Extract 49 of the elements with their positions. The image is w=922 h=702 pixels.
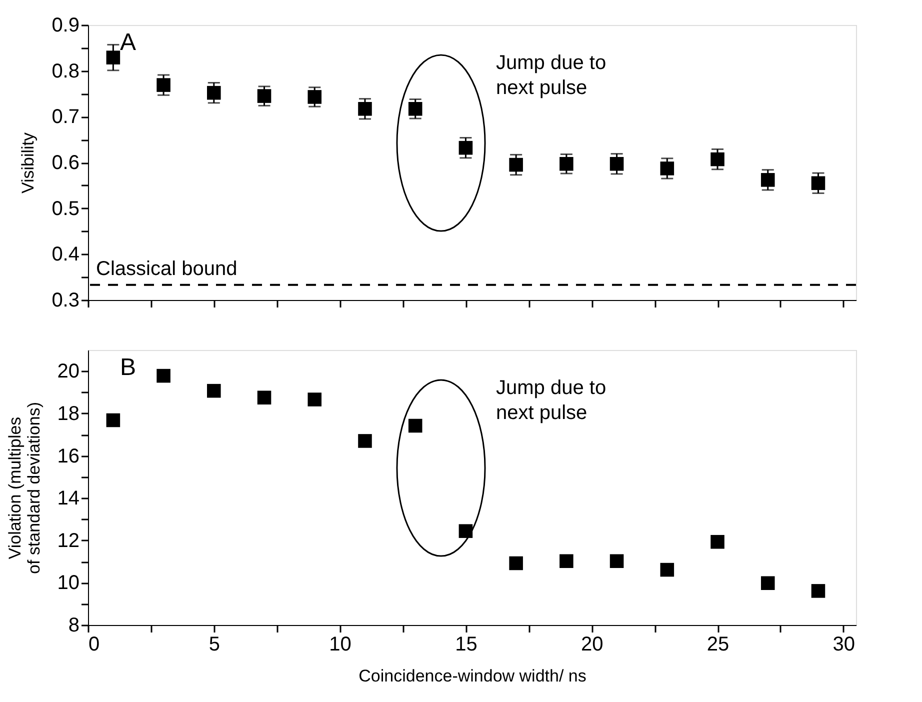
y-axis-title: Visibility: [18, 132, 38, 194]
point: [207, 384, 221, 398]
point: [106, 413, 120, 428]
point: [308, 392, 322, 406]
point: [156, 368, 170, 383]
y-tick-label: 0.7: [52, 106, 80, 128]
point: [560, 156, 574, 171]
point: [710, 534, 724, 549]
y-tick-label: 14: [57, 488, 80, 510]
x-tick-label: 10: [329, 634, 352, 656]
y-tick-label: 18: [57, 402, 80, 425]
point: [257, 390, 272, 404]
y-tick-label: 0.9: [52, 14, 80, 36]
y-axis-title: Violation (multiples of standard deviations): [5, 402, 44, 574]
point: [408, 418, 422, 433]
point: [560, 554, 574, 568]
y-tick-label: 16: [57, 445, 80, 468]
y-tick-label: 0.6: [52, 152, 80, 174]
annotation: Jump due to next pulse: [496, 377, 606, 424]
point: [660, 562, 674, 577]
ref-line-label: Classical bound: [96, 258, 238, 280]
y-tick-label: 0.4: [52, 244, 80, 266]
x-tick-label: 0: [88, 634, 100, 656]
y-tick-label: 10: [57, 572, 80, 594]
x-axis-title: Coincidence-window width/ ns: [358, 666, 586, 686]
point: [760, 576, 775, 590]
point: [509, 556, 523, 570]
y-tick-label: 0.5: [52, 198, 80, 220]
point: [760, 173, 775, 187]
point: [458, 524, 473, 538]
y-tick-label: 12: [57, 530, 80, 552]
y-tick-label: 8: [68, 614, 80, 636]
annotation: Jump due to next pulse: [496, 52, 606, 99]
annotation: B: [120, 354, 136, 381]
y-tick-label: 0.3: [52, 290, 80, 312]
point: [156, 78, 170, 92]
annotation: A: [120, 29, 136, 56]
point: [358, 102, 372, 116]
y-tick-label: 0.8: [52, 60, 80, 82]
x-tick-label: 20: [580, 634, 604, 656]
x-tick-label: 30: [832, 634, 856, 656]
y-tick-label: 20: [57, 360, 80, 383]
x-tick-label: 15: [455, 634, 478, 656]
point: [811, 584, 826, 598]
x-tick-label: 25: [706, 634, 730, 656]
point: [358, 434, 372, 448]
x-tick-label: 5: [208, 634, 220, 656]
point: [308, 90, 322, 104]
point: [610, 554, 624, 568]
